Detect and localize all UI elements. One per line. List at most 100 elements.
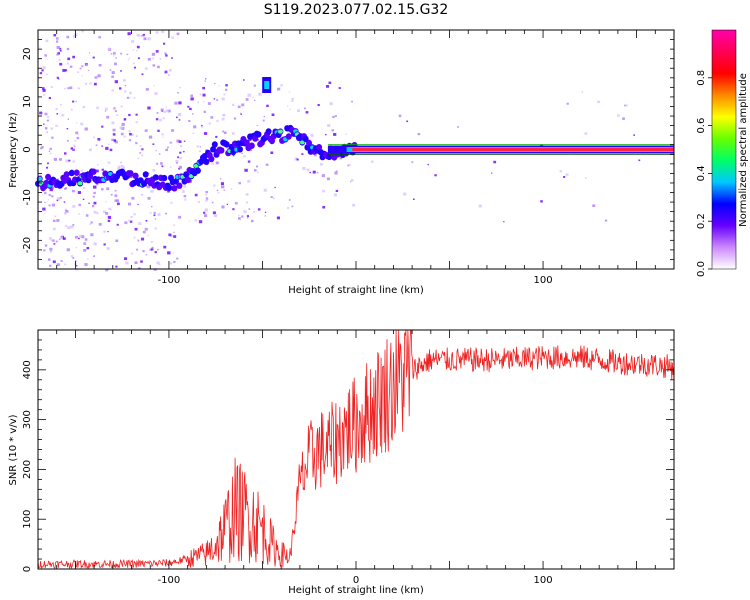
spectrogram-cell bbox=[80, 237, 82, 239]
spectrogram-cell bbox=[232, 208, 235, 211]
spectrogram-cell bbox=[114, 140, 118, 144]
spectrogram-cell bbox=[322, 189, 325, 193]
spectrogram-cell bbox=[238, 182, 241, 185]
spectrogram-cell bbox=[88, 69, 90, 71]
spectrogram-cell bbox=[49, 152, 52, 155]
spectrogram-cell bbox=[165, 148, 168, 152]
spectrogram-cell bbox=[152, 57, 154, 60]
spectrogram-cell bbox=[125, 261, 129, 265]
spectrogram-cell bbox=[190, 97, 194, 101]
spectrogram-cell bbox=[56, 37, 59, 40]
spectrogram-cell bbox=[53, 243, 56, 245]
spectrogram-cell bbox=[156, 162, 159, 165]
spectrogram-cell bbox=[213, 98, 216, 100]
spectrogram-cell bbox=[155, 118, 159, 121]
spectrogram-cell bbox=[108, 143, 110, 145]
spectrogram-cell bbox=[244, 168, 248, 172]
spectrogram-cell bbox=[333, 133, 337, 136]
spectrogram-cell bbox=[205, 78, 207, 80]
spectrogram-cell bbox=[149, 248, 152, 251]
spectrogram-cell bbox=[107, 219, 111, 222]
spectrogram-cell bbox=[179, 86, 181, 89]
spectrogram-cell bbox=[75, 131, 79, 135]
spectrogram-cell bbox=[263, 188, 267, 192]
spectrogram-cell bbox=[321, 174, 325, 178]
spectrogram-cell bbox=[222, 114, 225, 117]
ridge-blob bbox=[203, 158, 210, 165]
spectrogram-cell bbox=[105, 212, 109, 215]
spectrogram-cell bbox=[247, 217, 249, 219]
spectrogram-cell bbox=[151, 248, 154, 251]
spectrogram-cell bbox=[42, 89, 46, 92]
spectrogram-cell bbox=[157, 248, 159, 251]
colorbar-tick-label: 0.8 bbox=[696, 70, 707, 86]
ridge-blob bbox=[132, 172, 139, 179]
spectrogram-cell bbox=[88, 52, 90, 54]
spectrogram-cell bbox=[163, 71, 166, 73]
spectrogram-cell bbox=[113, 55, 115, 57]
spectrogram-cell bbox=[478, 204, 482, 208]
spectrogram-cell bbox=[83, 249, 87, 252]
spectrogram-cell bbox=[411, 161, 414, 164]
spectrogram-cell bbox=[215, 161, 219, 165]
spectrogram-cell bbox=[59, 47, 62, 50]
spectrogram-cell bbox=[136, 45, 140, 49]
ridge-blob bbox=[194, 167, 201, 174]
spectrogram-cell bbox=[122, 166, 126, 169]
spectrogram-cell bbox=[113, 107, 116, 110]
spectrogram-cell bbox=[221, 97, 225, 101]
spectrogram-cell bbox=[202, 93, 206, 97]
spectrogram-cell bbox=[114, 110, 117, 113]
spectrogram-cell bbox=[95, 169, 99, 173]
spectrogram-cell bbox=[189, 107, 192, 111]
spectrogram-cell bbox=[625, 104, 628, 107]
spectrogram-cell bbox=[137, 203, 139, 206]
spectrogram-cell bbox=[75, 122, 78, 124]
spectrogram-cell bbox=[137, 157, 140, 160]
spectrogram-cell bbox=[160, 162, 163, 165]
spectrogram-cell bbox=[257, 208, 261, 211]
spectrogram-cell bbox=[167, 146, 169, 149]
spectrogram-cell bbox=[203, 211, 206, 214]
spectrogram-cell bbox=[96, 212, 99, 215]
spectrogram-cell bbox=[74, 145, 76, 148]
spectrogram-cell bbox=[142, 250, 145, 253]
spectrogram-cell bbox=[114, 199, 118, 202]
snr-y-tick-label: 400 bbox=[22, 360, 33, 379]
spectrogram-cell bbox=[153, 85, 155, 87]
spectrogram-cell bbox=[49, 147, 52, 150]
spectrogram-cell bbox=[161, 165, 164, 168]
spectrogram-cell bbox=[139, 152, 142, 154]
spectrogram-cell bbox=[150, 241, 153, 243]
spectrogram-cell bbox=[50, 186, 54, 190]
spectrogram-cell bbox=[188, 220, 191, 222]
spectrogram-cell bbox=[270, 151, 274, 154]
spectrogram-cell bbox=[141, 73, 144, 76]
spectrogram-cell bbox=[129, 97, 131, 99]
spectrogram-cell bbox=[93, 201, 97, 205]
spectrogram-cell bbox=[93, 210, 97, 214]
spectrogram-cell bbox=[68, 159, 71, 162]
spectrogram-cell bbox=[96, 106, 99, 110]
spectrogram-cell bbox=[51, 136, 54, 139]
spectrogram-cell bbox=[78, 237, 80, 240]
spectrogram-cell bbox=[152, 64, 156, 67]
spectrogram-cell bbox=[291, 100, 294, 102]
spectrogram-cell bbox=[294, 157, 298, 161]
spectrogram-cell bbox=[256, 125, 258, 127]
spectrogram-cell bbox=[115, 265, 118, 268]
spectrogram-cell bbox=[135, 135, 138, 138]
spectrogram-cell bbox=[202, 86, 205, 90]
spectrogram-cell bbox=[59, 103, 62, 106]
spectrogram-cell bbox=[147, 234, 150, 237]
ridge-blob bbox=[161, 174, 168, 182]
spectrogram-cell bbox=[98, 64, 102, 67]
spectrogram-cell bbox=[246, 215, 249, 217]
spectrogram-cell bbox=[124, 257, 128, 260]
spectrogram-cell bbox=[135, 113, 138, 116]
spectrogram-cell bbox=[245, 193, 249, 196]
spectrogram-cell bbox=[81, 235, 85, 239]
colorbar-label: Normalized spectral amplitude bbox=[738, 73, 749, 227]
spectrogram-cell bbox=[345, 133, 347, 135]
spectrogram-cell bbox=[203, 100, 205, 103]
